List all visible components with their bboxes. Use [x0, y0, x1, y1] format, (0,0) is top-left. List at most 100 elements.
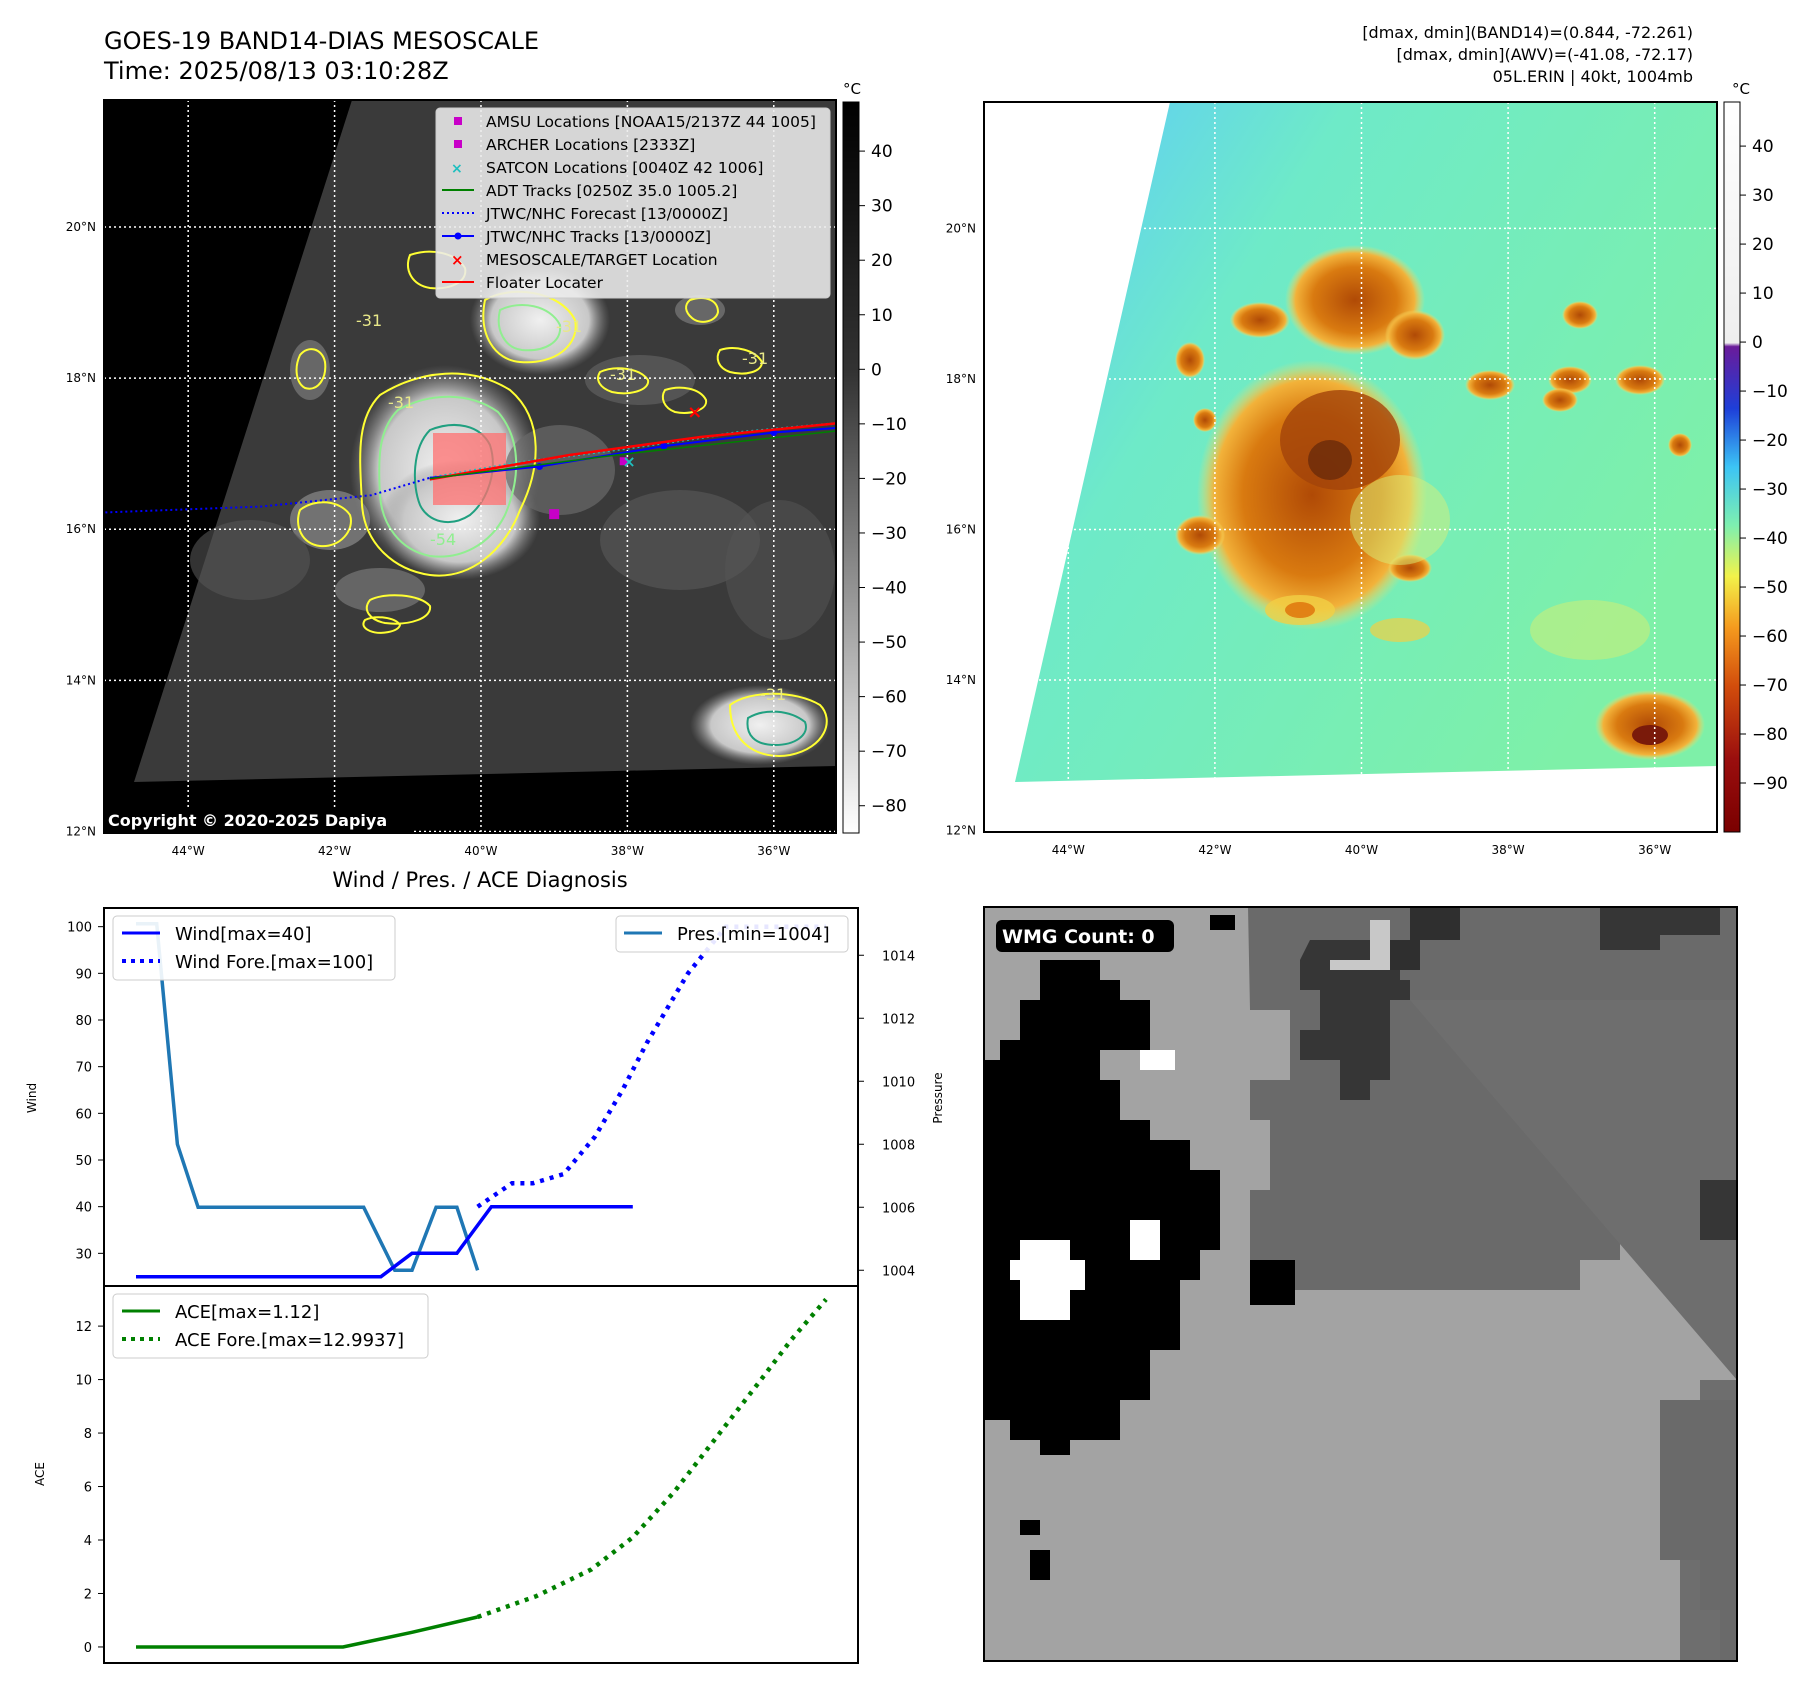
pressure-legend-label: Pres.[min=1004] [677, 924, 830, 945]
ace-legend: ACE[max=1.12] ACE Fore.[max=12.9937] [112, 1293, 429, 1359]
wmg-region-black-3 [1040, 1430, 1070, 1455]
satcon-marker-icon: × [451, 161, 463, 177]
colorbar-tick-label: −10 [871, 415, 907, 435]
figure-time: Time: 2025/08/13 03:10:28Z [104, 57, 449, 85]
map-axis-labels: 44°W 42°W 40°W 38°W 36°W 20°N 18°N 16°N 14°N 12°N… [66, 220, 1672, 858]
wind-series-line [136, 1204, 633, 1279]
pressure-axis-label: Pressure [931, 1072, 945, 1123]
colorbar-tick-label: −20 [871, 469, 907, 489]
colorbar-tick-label: 20 [1752, 235, 1774, 255]
ace-forecast-series-line [476, 1297, 828, 1620]
wmg-region-dark-2 [1410, 1000, 1737, 1661]
ace-tick-label: 0 [84, 1641, 92, 1656]
legend-satcon: SATCON Locations [0040Z 42 1006] [486, 159, 763, 177]
copyright-text: Copyright © 2020-2025 Dapiya [108, 811, 387, 830]
colorbar-tick-label: 20 [871, 251, 893, 271]
wind-tick-label: 60 [75, 1107, 92, 1122]
wmg-region-white [1010, 1240, 1085, 1320]
wmg-region-darker-2 [1370, 907, 1460, 970]
lon-label: 42°W [1198, 843, 1231, 857]
wmg-region-darker [1300, 940, 1410, 1100]
wind-tick-label: 90 [75, 967, 92, 982]
legend-floater: Floater Locater [486, 274, 604, 292]
wv-colorbar [1723, 101, 1741, 833]
figure-title: GOES-19 BAND14-DIAS MESOSCALE [104, 27, 540, 55]
colorbar-tick-label: 0 [871, 360, 882, 380]
forecast-track-past [104, 476, 431, 514]
colorbar-tick-label: 10 [1752, 284, 1774, 304]
wmg-region-black-6 [1210, 915, 1235, 930]
colorbar-tick-label: 0 [1752, 333, 1763, 353]
contour-label: -54 [430, 530, 456, 549]
contour-label: -31 [556, 317, 582, 336]
ace-series-line [136, 1615, 478, 1649]
colorbar-tick-label: −70 [871, 742, 907, 762]
contour-label: -31 [610, 365, 636, 384]
ir-contours [295, 250, 828, 757]
colorbar-tick-label: −80 [871, 797, 907, 817]
ace-axis-label: ACE [33, 1462, 47, 1486]
legend-archer: ARCHER Locations [2333Z] [486, 136, 695, 154]
wv-panel [984, 102, 1717, 832]
target-location-marker: × [687, 402, 702, 423]
wind-axis: 100 90 80 70 60 50 40 30 [67, 921, 104, 1262]
lat-label: 16°N [946, 522, 976, 536]
lon-label: 38°W [1492, 843, 1525, 857]
pressure-tick-label: 1014 [882, 949, 915, 964]
legend-tracks: JTWC/NHC Tracks [13/0000Z] [485, 228, 711, 246]
wmg-region-white-3 [1140, 1050, 1175, 1070]
amsu-marker-icon [454, 117, 462, 125]
pressure-tick-label: 1004 [882, 1264, 915, 1279]
wmg-region-darker-3 [1600, 907, 1720, 950]
lat-label: 12°N [946, 823, 976, 837]
colorbar-tick-label: −60 [1752, 627, 1788, 647]
ace-tick-label: 6 [84, 1481, 92, 1496]
wmg-frame [983, 906, 1738, 1662]
colorbar-tick-label: −50 [871, 633, 907, 653]
pressure-tick-label: 1006 [882, 1201, 915, 1216]
colorbar-tick-label: −10 [1752, 382, 1788, 402]
ir-colorbar [842, 101, 860, 834]
colorbar-tick-label: 40 [1752, 137, 1774, 157]
ace-tick-label: 4 [84, 1534, 92, 1549]
band14-range: [dmax, dmin](BAND14)=(0.844, -72.261) [1362, 23, 1693, 42]
pressure-axis: 1014 1012 1010 1008 1006 1004 [858, 949, 915, 1279]
lat-label: 14°N [946, 673, 976, 687]
ace-tick-label: 10 [75, 1374, 92, 1389]
colorbar-tick-label: −50 [1752, 578, 1788, 598]
ir-colorbar-unit: °C [843, 80, 861, 98]
wv-cloud-field [1175, 245, 1705, 760]
colorbar-tick-label: 10 [871, 306, 893, 326]
lat-label: 20°N [66, 220, 96, 234]
wmg-count-badge [996, 920, 1174, 952]
lat-label: 12°N [66, 824, 96, 838]
legend-forecast: JTWC/NHC Forecast [13/0000Z] [485, 205, 728, 223]
ir-contour-labels: -31 -31 -31 -31 -31 -54 -31 [356, 311, 786, 704]
lon-label: 38°W [611, 844, 644, 858]
colorbar-tick-label: −30 [871, 524, 907, 544]
colorbar-tick-label: −20 [1752, 431, 1788, 451]
contour-label: -31 [356, 311, 382, 330]
contour-label: -31 [760, 685, 786, 704]
wmg-region-black-2 [1250, 1260, 1295, 1305]
ace-tick-label: 12 [75, 1320, 92, 1335]
lat-label: 18°N [946, 372, 976, 386]
archer-marker-icon [454, 140, 462, 148]
amsu-location-marker [549, 509, 560, 520]
storm-info-block: [dmax, dmin](BAND14)=(0.844, -72.261) [d… [1362, 22, 1693, 88]
wind-fore-legend-label: Wind Fore.[max=100] [175, 952, 373, 973]
colorbar-tick-label: −80 [1752, 725, 1788, 745]
wind-tick-label: 70 [75, 1061, 92, 1076]
lon-label: 36°W [757, 844, 790, 858]
tracks-dot-icon [454, 232, 462, 240]
colorbar-tick-label: −30 [1752, 480, 1788, 500]
floater-locater-line [429, 422, 836, 481]
wmg-region-white-2 [1130, 1220, 1160, 1260]
pressure-tick-label: 1010 [882, 1075, 915, 1090]
wind-tick-label: 40 [75, 1201, 92, 1216]
lat-label: 20°N [946, 221, 976, 235]
colorbar-tick-label: −40 [1752, 529, 1788, 549]
wind-tick-label: 80 [75, 1014, 92, 1029]
legend-box [435, 107, 831, 299]
pressure-tick-label: 1012 [882, 1012, 915, 1027]
